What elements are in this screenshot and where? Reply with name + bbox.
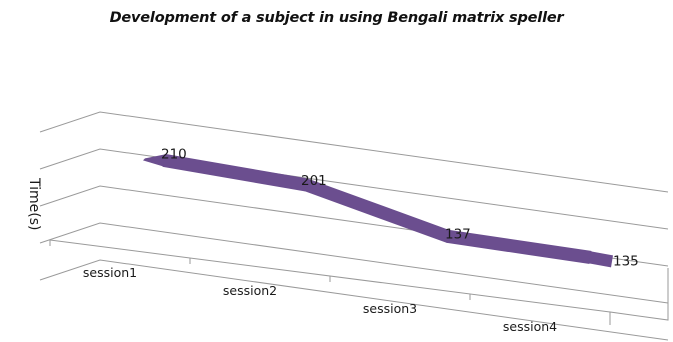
gridline <box>39 111 669 193</box>
gridline <box>39 259 669 341</box>
series-ribbon <box>143 153 613 268</box>
series-end-cap <box>589 251 613 268</box>
series-start-cap <box>143 154 165 167</box>
gridlines <box>39 111 669 341</box>
data-label: 210 <box>161 146 187 162</box>
x-tick-label: session3 <box>363 301 417 316</box>
data-label: 201 <box>301 173 327 189</box>
gridline <box>39 222 669 304</box>
chart-title: Development of a subject in using Bengal… <box>109 10 564 26</box>
right-wall-edge <box>609 268 669 325</box>
x-tick-label: session4 <box>503 319 557 334</box>
x-axis-labels: session1 session2 session3 session4 <box>83 265 557 334</box>
x-axis-ticks <box>49 240 611 318</box>
data-label: 135 <box>613 253 639 269</box>
gridline <box>39 148 669 230</box>
y-axis-label: Time(s) <box>26 177 42 230</box>
x-tick-label: session2 <box>223 283 277 298</box>
data-label: 137 <box>445 226 471 242</box>
x-tick-label: session1 <box>83 265 137 280</box>
data-labels: 210 201 137 135 <box>161 146 639 269</box>
